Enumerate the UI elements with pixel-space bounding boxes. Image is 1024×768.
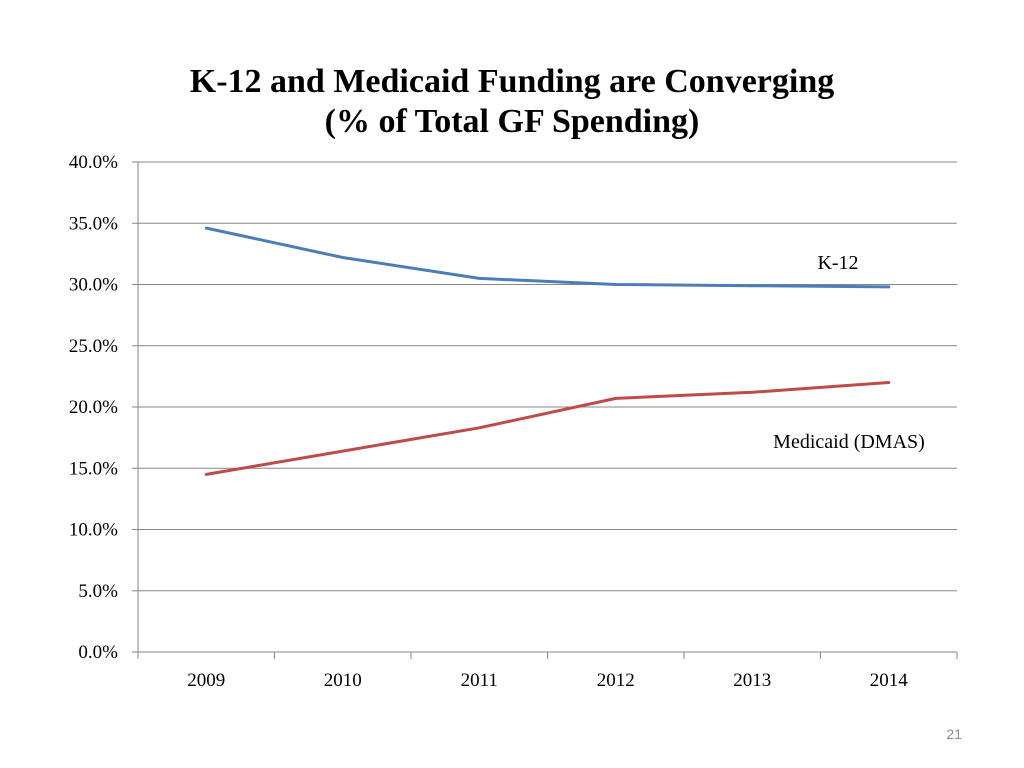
y-tick-label: 20.0% (69, 397, 118, 418)
series-line-medicaid-dmas (204, 381, 891, 476)
series-label-medicaid: Medicaid (DMAS) (773, 431, 925, 453)
page-number: 21 (946, 726, 962, 742)
chart-subtitle: (% of Total GF Spending) (324, 103, 700, 140)
series-label-k-12: K-12 (817, 252, 858, 274)
chart-title-block: K-12 and Medicaid Funding are Converging… (0, 62, 1024, 142)
y-tick-label: 35.0% (69, 213, 118, 234)
x-tick-label: 2014 (870, 670, 909, 691)
y-tick-label: 0.0% (78, 642, 118, 663)
x-tick-label: 2010 (324, 670, 362, 691)
series-line-k-12 (204, 226, 891, 289)
y-tick-label: 30.0% (69, 275, 118, 296)
x-tick-label: 2013 (733, 670, 771, 691)
y-tick-label: 15.0% (69, 458, 118, 479)
x-tick-label: 2009 (187, 670, 225, 691)
y-tick-label: 10.0% (69, 520, 118, 541)
x-tick-label: 2012 (597, 670, 635, 691)
chart-title: K-12 and Medicaid Funding are Converging (189, 63, 835, 100)
y-tick-label: 40.0% (69, 152, 118, 173)
y-tick-label: 5.0% (78, 581, 118, 602)
y-tick-label: 25.0% (69, 336, 118, 357)
x-tick-label: 2011 (461, 670, 498, 691)
